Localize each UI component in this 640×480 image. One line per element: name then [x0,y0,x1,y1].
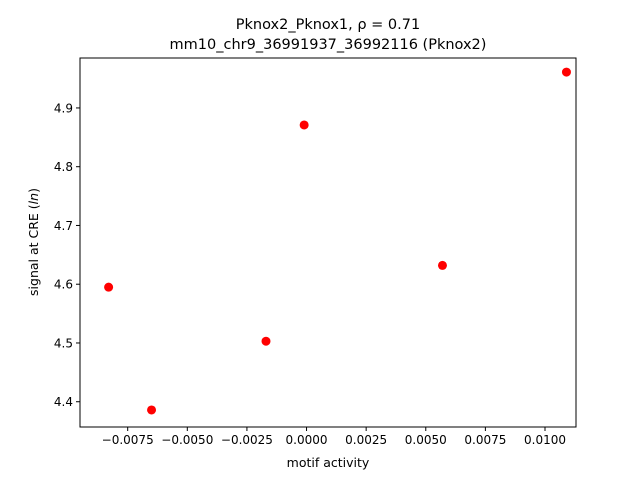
x-tick-label: −0.0075 [102,433,154,447]
data-point [147,405,157,415]
y-tick-label: 4.5 [54,336,73,350]
data-point [261,336,271,346]
y-axis-label-prefix: signal at CRE ( [26,204,41,296]
data-point [561,67,571,77]
data-point [104,282,114,292]
x-tick-label: 0.0000 [286,433,328,447]
x-tick-label: 0.0025 [345,433,387,447]
y-axis: 4.4 4.5 4.6 4.7 4.8 4.9 [54,101,80,409]
y-axis-label-suffix: ) [26,188,41,193]
data-point [437,260,447,270]
x-axis-label: motif activity [287,455,370,470]
x-tick-label: −0.0025 [221,433,273,447]
y-tick-label: 4.4 [54,395,73,409]
y-tick-label: 4.8 [54,160,73,174]
x-tick-label: 0.0100 [524,433,566,447]
y-tick-label: 4.9 [54,101,73,115]
y-tick-label: 4.7 [54,219,73,233]
x-tick-label: 0.0075 [464,433,506,447]
x-tick-label: 0.0050 [405,433,447,447]
y-axis-label-italic: ln [26,193,41,204]
x-tick-label: −0.0050 [161,433,213,447]
y-tick-label: 4.6 [54,278,73,292]
data-points [104,67,571,415]
plot-area-frame [79,57,577,428]
y-axis-label: signal at CRE (ln) [26,188,41,296]
data-point [299,120,309,130]
x-axis: −0.0075 −0.0050 −0.0025 0.0000 0.0025 0.0050 0… [102,427,566,447]
chart-title-line1: Pknox2_Pknox1, ρ = 0.71 [236,17,420,33]
chart-title-line2: mm10_chr9_36991937_36992116 (Pknox2) [170,37,487,53]
